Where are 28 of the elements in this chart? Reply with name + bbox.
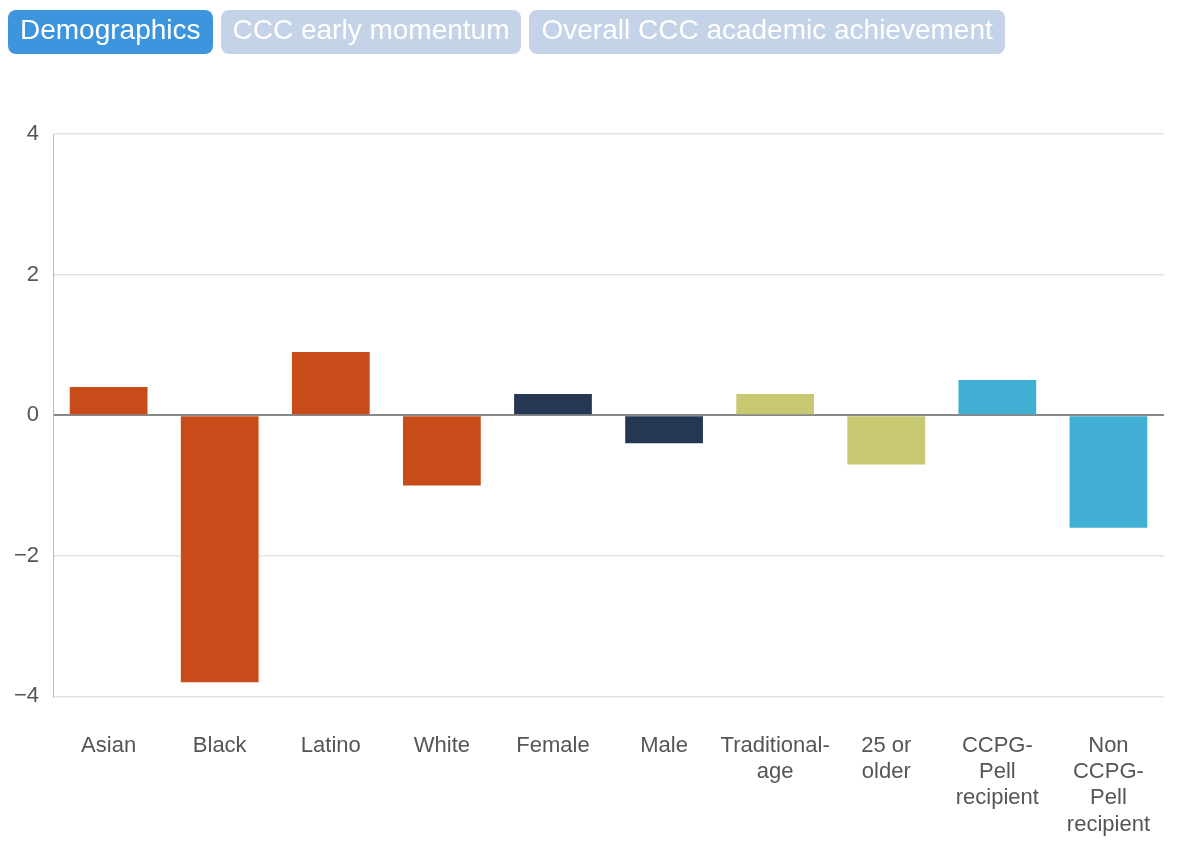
text: CCC early momentum: [220, 10, 522, 54]
y-tick-label: 0: [26, 401, 40, 427]
y-tick-label: 2: [26, 260, 40, 286]
bar: [736, 394, 815, 415]
x-tick-label: 25 or older: [861, 731, 912, 784]
bar: [180, 416, 259, 683]
x-tick-label: Traditional-age: [720, 731, 830, 784]
bar: [514, 394, 592, 415]
bar: [625, 416, 703, 444]
x-tick-label: Male: [640, 731, 688, 757]
x-tick-label: Non CCPG-Pell recipient: [1066, 731, 1150, 836]
y-tick-label: −4: [13, 682, 40, 708]
x-tick-label: Female: [516, 731, 590, 757]
bar: [69, 387, 148, 415]
bar: [403, 416, 481, 486]
x-tick-label: Black: [192, 731, 248, 757]
x-tick-label: White: [413, 731, 471, 757]
bar: [291, 351, 370, 415]
x-tick-label: CCPG-Pell recipient: [955, 731, 1039, 810]
x-tick-label: Latino: [300, 731, 361, 757]
bar: [1069, 416, 1148, 528]
y-tick-label: 4: [26, 120, 40, 146]
bar: [958, 380, 1037, 415]
y-tick-label: −2: [13, 541, 40, 567]
x-tick-label: Asian: [81, 731, 137, 757]
bar: [847, 416, 926, 465]
text: Demographics: [8, 10, 213, 54]
text: Overall CCC academic achievement: [529, 10, 1005, 54]
